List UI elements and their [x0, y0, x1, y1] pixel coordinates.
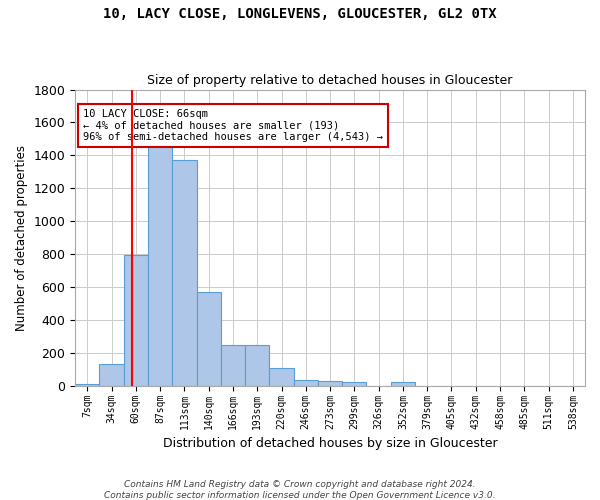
Bar [100, 364, 124, 386]
Y-axis label: Number of detached properties: Number of detached properties [15, 144, 28, 330]
Text: 10 LACY CLOSE: 66sqm
← 4% of detached houses are smaller (193)
96% of semi-detac: 10 LACY CLOSE: 66sqm ← 4% of detached ho… [83, 109, 383, 142]
Title: Size of property relative to detached houses in Gloucester: Size of property relative to detached ho… [148, 74, 513, 87]
Bar [148, 144, 172, 386]
Bar [269, 368, 293, 386]
Bar [75, 384, 100, 386]
Bar [197, 292, 221, 386]
Bar [124, 255, 148, 386]
X-axis label: Distribution of detached houses by size in Gloucester: Distribution of detached houses by size … [163, 437, 497, 450]
Text: Contains HM Land Registry data © Crown copyright and database right 2024.
Contai: Contains HM Land Registry data © Crown c… [104, 480, 496, 500]
Bar [293, 380, 318, 386]
Bar [342, 382, 367, 386]
Bar [245, 344, 269, 386]
Bar [172, 160, 197, 386]
Text: 10, LACY CLOSE, LONGLEVENS, GLOUCESTER, GL2 0TX: 10, LACY CLOSE, LONGLEVENS, GLOUCESTER, … [103, 8, 497, 22]
Bar [221, 344, 245, 386]
Bar [391, 382, 415, 386]
Bar [318, 381, 342, 386]
